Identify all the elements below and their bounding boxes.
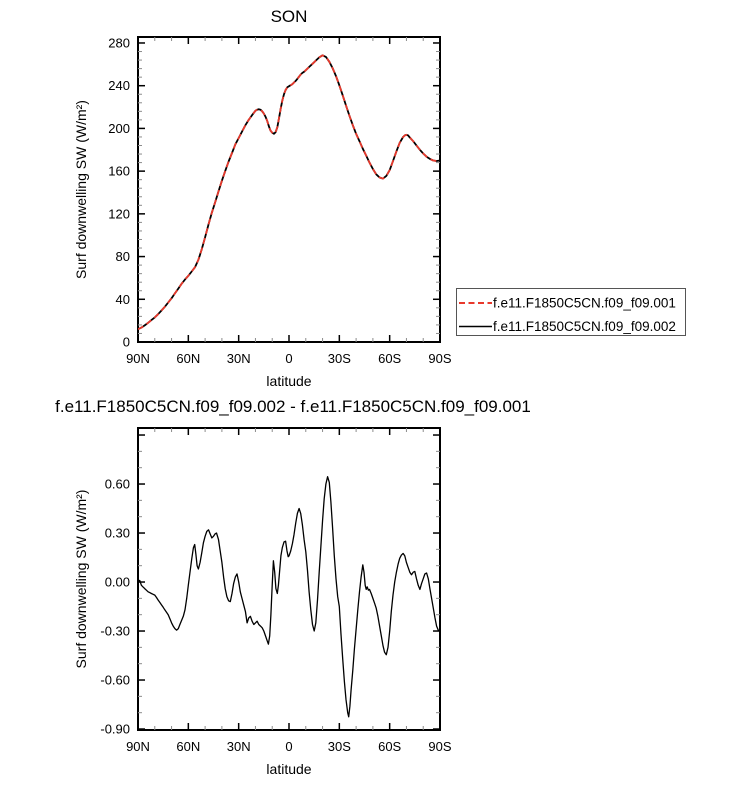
- y-tick-label: 40: [116, 292, 130, 307]
- x-tick-label: 30N: [227, 739, 251, 754]
- top-chart-title: SON: [271, 7, 308, 26]
- x-tick-label: 0: [285, 739, 292, 754]
- y-tick-label: 0.30: [105, 526, 130, 541]
- y-tick-label: 240: [108, 78, 130, 93]
- x-tick-label: 90S: [428, 739, 451, 754]
- series-line-0: [138, 54, 440, 331]
- x-tick-label: 90N: [126, 739, 150, 754]
- x-tick-label: 30S: [328, 351, 351, 366]
- y-tick-label: 0: [123, 335, 130, 350]
- x-tick-label: 90N: [126, 351, 150, 366]
- plot-frame: [137, 36, 441, 343]
- y-axis-title: Surf downwelling SW (W/m²): [73, 490, 89, 669]
- y-tick-label: 280: [108, 35, 130, 50]
- x-axis-title: latitude: [266, 373, 311, 389]
- y-tick-label: 0.60: [105, 477, 130, 492]
- y-tick-label: 120: [108, 206, 130, 221]
- diff-chart-panel: 90N 60N 30N 0 30S 60S 90S -0.90 -0.60 -0.30 0.00 0.…: [73, 427, 452, 777]
- series-line-1: [138, 54, 440, 331]
- top-chart-panel: 90N 60N 30N 0 30S 60S 90S 0 40 80 120 160 200 240 280 l…: [73, 35, 452, 389]
- x-tick-label: 60S: [378, 351, 401, 366]
- y-tick-label: -0.30: [100, 624, 130, 639]
- y-tick-label: 80: [116, 249, 130, 264]
- y-tick-label: -0.90: [100, 722, 130, 737]
- legend-label-001: f.e11.F1850C5CN.f09_f09.001: [493, 296, 676, 311]
- legend-label-002: f.e11.F1850C5CN.f09_f09.002: [493, 319, 676, 334]
- diff-chart-title: f.e11.F1850C5CN.f09_f09.002 - f.e11.F185…: [55, 397, 531, 416]
- x-tick-label: 60N: [176, 739, 200, 754]
- x-tick-label: 60N: [176, 351, 200, 366]
- y-axis-title: Surf downwelling SW (W/m²): [73, 100, 89, 279]
- x-tick-label: 0: [285, 351, 292, 366]
- y-tick-label: 0.00: [105, 575, 130, 590]
- y-tick-label: 200: [108, 121, 130, 136]
- x-tick-label: 60S: [378, 739, 401, 754]
- y-tick-label: 160: [108, 164, 130, 179]
- x-tick-label: 30N: [227, 351, 251, 366]
- x-tick-label: 90S: [428, 351, 451, 366]
- series-line-0: [138, 476, 440, 718]
- y-tick-label: -0.60: [100, 673, 130, 688]
- legend-box: [456, 288, 686, 336]
- x-axis-title: latitude: [266, 761, 311, 777]
- legend: f.e11.F1850C5CN.f09_f09.001 f.e11.F1850C…: [456, 288, 686, 336]
- x-tick-label: 30S: [328, 739, 351, 754]
